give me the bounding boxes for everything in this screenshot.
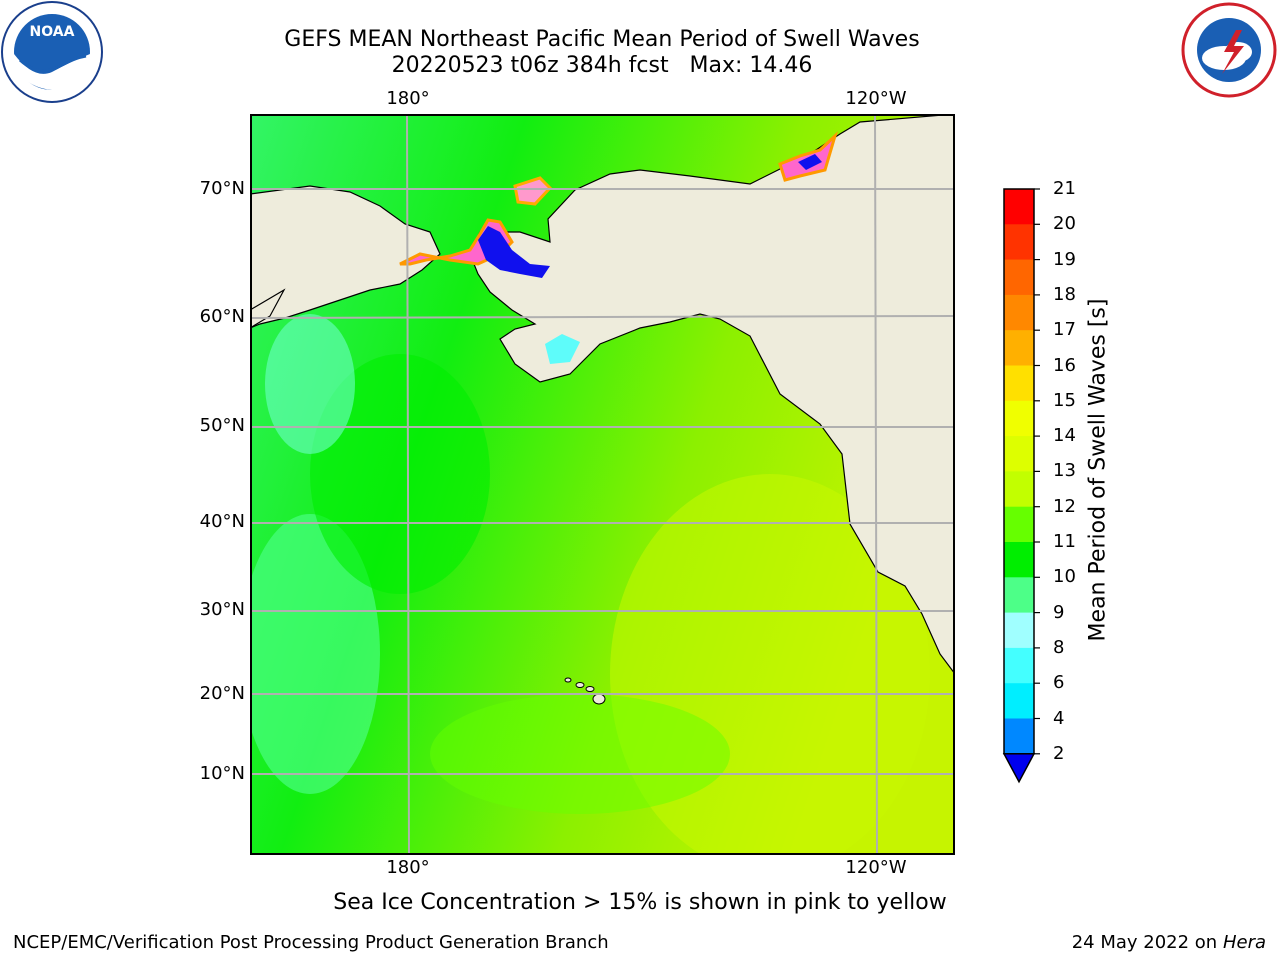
swell-patch-south xyxy=(430,694,730,814)
colorbar-band-15-16 xyxy=(1004,365,1034,402)
graticule xyxy=(251,115,954,854)
noaa-logo-text: NOAA xyxy=(30,24,75,40)
credit-text: NCEP/EMC/Verification Post Processing Pr… xyxy=(13,932,609,953)
map-frame xyxy=(250,114,955,855)
colorbar-label-2: 2 xyxy=(1053,742,1065,764)
colorbar-title: Mean Period of Swell Waves [s] xyxy=(1085,298,1111,642)
swell-patch-west xyxy=(251,514,380,794)
date-stamp: 24 May 2022 on Hera xyxy=(1072,932,1266,953)
sea-ice-note: Sea Ice Concentration > 15% is shown in … xyxy=(333,890,947,915)
colorbar xyxy=(1002,188,1040,784)
lon-tick-top-120w: 120°W xyxy=(845,88,907,109)
colorbar-band-9-10 xyxy=(1004,577,1034,614)
colorbar-label-10: 10 xyxy=(1053,566,1076,588)
land-north-america xyxy=(469,115,954,674)
lat-tick-50n: 50°N xyxy=(199,415,245,436)
colorbar-band-12-13 xyxy=(1004,471,1034,508)
colorbar-band-19-20 xyxy=(1004,224,1034,261)
colorbar-band-2-4 xyxy=(1004,718,1034,755)
colorbar-label-21: 21 xyxy=(1053,178,1076,199)
colorbar-band-17-18 xyxy=(1004,294,1034,331)
colorbar-band-10-11 xyxy=(1004,542,1034,578)
colorbar-band-11-12 xyxy=(1004,506,1034,543)
chart-title: GEFS MEAN Northeast Pacific Mean Period … xyxy=(284,27,920,52)
sea-ice-beaufort-core xyxy=(798,154,822,170)
colorbar-label-6: 6 xyxy=(1053,672,1065,694)
land-asia xyxy=(251,185,441,329)
meridian-180 xyxy=(406,115,410,854)
colorbar-label-19: 19 xyxy=(1053,248,1076,270)
colorbar-label-17: 17 xyxy=(1053,319,1076,341)
hawaii-islands xyxy=(564,677,606,705)
lat-tick-10n: 10°N xyxy=(199,763,245,784)
lon-tick-bottom-120w: 120°W xyxy=(845,857,907,878)
date-text: 24 May 2022 on xyxy=(1071,932,1218,953)
colorbar-band-20-21 xyxy=(1004,189,1034,225)
meridian-120w xyxy=(874,115,878,854)
colorbar-band-18-19 xyxy=(1004,259,1034,296)
colorbar-label-4: 4 xyxy=(1053,707,1065,729)
cyan-gulf xyxy=(545,334,580,364)
lat-tick-60n: 60°N xyxy=(199,306,245,327)
sea-ice-core xyxy=(478,226,550,278)
lat-tick-40n: 40°N xyxy=(199,511,245,532)
chart-subtitle: 20220523 t06z 384h fcst Max: 14.46 xyxy=(391,53,813,78)
colorbar-label-15: 15 xyxy=(1053,389,1076,411)
colorbar-band-4-6 xyxy=(1004,683,1034,719)
colorbar-band-16-17 xyxy=(1004,330,1034,366)
lon-tick-top-180: 180° xyxy=(386,88,430,109)
map-panel xyxy=(250,114,955,855)
lon-tick-bottom-180: 180° xyxy=(386,857,430,878)
colorbar-label-13: 13 xyxy=(1053,460,1076,482)
colorbar-band-6-8 xyxy=(1004,647,1034,684)
colorbar-label-11: 11 xyxy=(1053,531,1076,552)
nws-logo xyxy=(1181,2,1277,98)
colorbar-extend-arrow xyxy=(1002,753,1036,784)
colorbar-band-8-9 xyxy=(1004,612,1034,649)
colorbar-label-20: 20 xyxy=(1053,213,1076,235)
colorbar-label-12: 12 xyxy=(1053,495,1076,517)
sea-ice-chukchi xyxy=(513,176,553,206)
lat-tick-30n: 30°N xyxy=(199,599,245,620)
colorbar-label-9: 9 xyxy=(1053,601,1065,623)
colorbar-label-16: 16 xyxy=(1053,354,1076,376)
noaa-logo: NOAA xyxy=(1,1,103,103)
colorbar-label-8: 8 xyxy=(1053,636,1065,658)
swell-patch-bering xyxy=(265,314,355,454)
lat-tick-20n: 20°N xyxy=(199,683,245,704)
parallel-60n xyxy=(251,315,954,319)
colorbar-band-13-14 xyxy=(1004,436,1034,472)
colorbar-label-18: 18 xyxy=(1053,283,1076,305)
swell-patch-central xyxy=(310,354,490,594)
colorbar-label-14: 14 xyxy=(1053,425,1076,447)
colorbar-band-14-15 xyxy=(1004,400,1034,437)
host-name: Hera xyxy=(1222,932,1266,953)
lat-tick-70n: 70°N xyxy=(199,178,245,199)
